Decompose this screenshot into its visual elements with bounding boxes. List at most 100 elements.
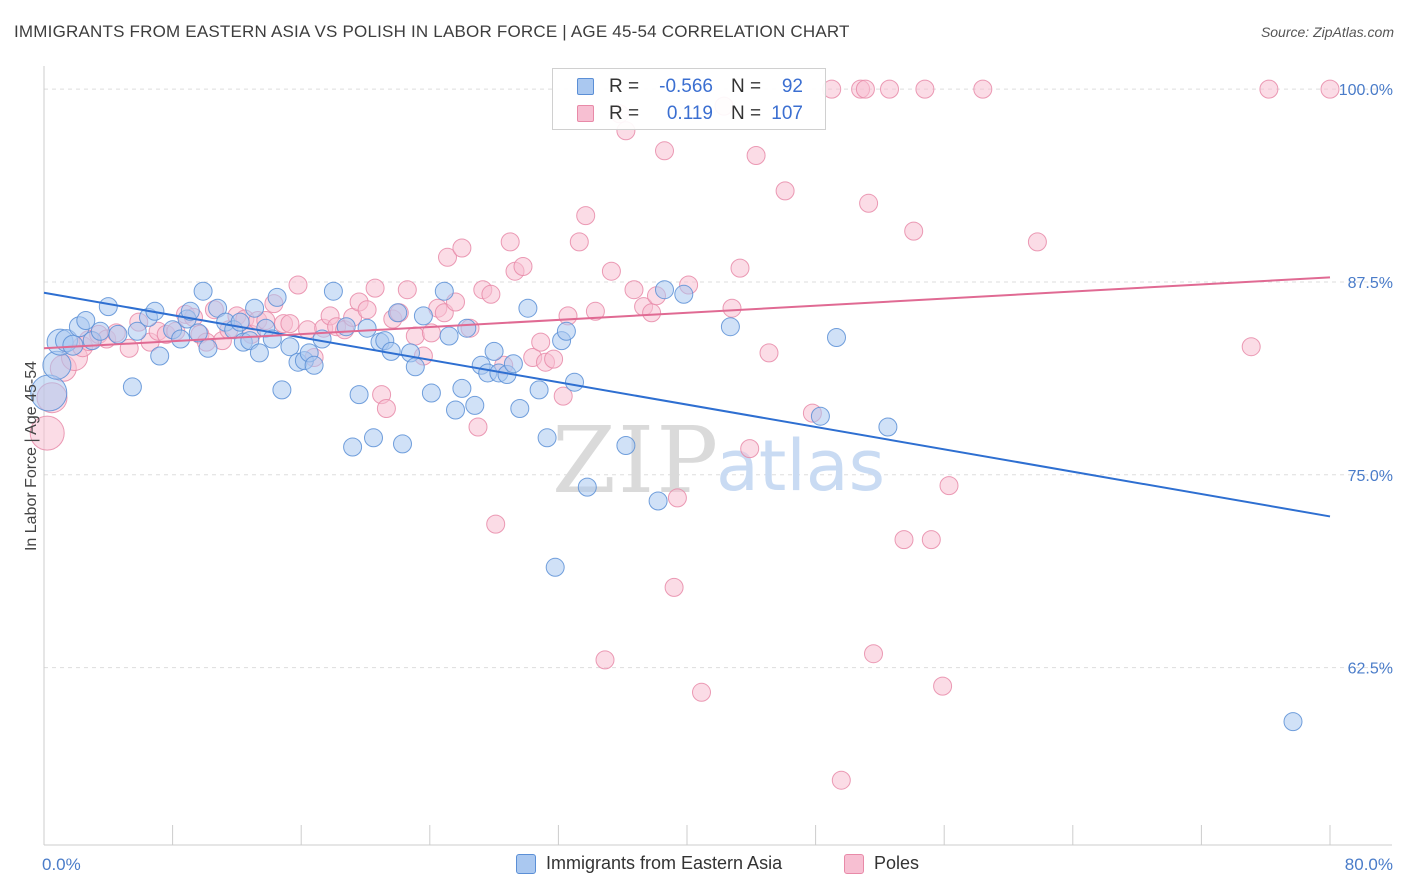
poles-point	[855, 79, 875, 99]
poles-point	[288, 275, 308, 295]
legend-n-label: N =	[731, 103, 762, 124]
eastern-asia-point	[545, 557, 565, 577]
poles-trend-line	[43, 276, 1331, 350]
legend-label-eastern-asia: Immigrants from Eastern Asia	[546, 853, 783, 873]
poles-point	[601, 261, 621, 281]
legend-row-eastern-asia: R = -0.566 N = 92	[553, 74, 825, 100]
eastern-asia-point	[565, 372, 584, 392]
eastern-asia-point	[249, 343, 269, 363]
eastern-asia-point	[127, 321, 147, 341]
y-tick-label: 100.0%	[1339, 82, 1393, 99]
poles-point	[576, 206, 596, 226]
poles-point	[664, 577, 684, 597]
poles-point	[921, 530, 941, 550]
eastern-asia-point	[180, 301, 200, 321]
poles-point	[692, 682, 711, 702]
eastern-asia-point	[90, 321, 110, 341]
x-tick-label: 80.0%	[1345, 855, 1393, 874]
poles-point	[722, 298, 742, 318]
eastern-asia-point	[720, 317, 740, 337]
eastern-asia-point	[1283, 712, 1303, 732]
eastern-asia-point	[108, 324, 128, 344]
poles-point	[667, 488, 687, 508]
poles-point	[880, 79, 899, 99]
poles-point	[864, 644, 883, 664]
eastern-asia-point	[556, 321, 576, 341]
eastern-asia-point	[122, 377, 142, 397]
eastern-asia-point	[457, 318, 477, 338]
poles-point	[357, 300, 377, 320]
eastern-asia-point	[280, 337, 300, 357]
poles-point	[569, 232, 589, 252]
poles-point	[1320, 79, 1340, 99]
x-axis-ticks	[43, 825, 1331, 845]
eastern-asia-point	[674, 284, 694, 304]
poles-point	[544, 349, 564, 369]
poles-point	[486, 514, 506, 534]
eastern-asia-point	[484, 341, 504, 361]
eastern-asia-point	[655, 280, 674, 300]
legend-swatch-blue	[577, 78, 594, 95]
eastern-asia-point	[393, 434, 412, 454]
eastern-asia-point	[405, 357, 425, 377]
poles-point	[376, 399, 396, 418]
poles-point	[397, 280, 417, 300]
eastern-asia-point	[878, 417, 898, 437]
eastern-asia-point	[42, 350, 72, 380]
series-legend: Immigrants from Eastern Asia Poles	[0, 852, 1406, 878]
eastern-asia-point	[452, 378, 472, 398]
legend-n-label: N =	[731, 76, 762, 97]
poles-point	[859, 193, 879, 213]
poles-point	[939, 476, 959, 496]
eastern-asia-point	[510, 399, 530, 418]
poles-point	[730, 258, 750, 278]
y-tick-label: 75.0%	[1348, 468, 1393, 485]
poles-point	[915, 79, 935, 99]
watermark: ZIP atlas	[552, 407, 885, 514]
eastern-asia-point	[193, 281, 213, 301]
poles-point	[405, 326, 425, 346]
eastern-asia-point	[171, 329, 191, 349]
eastern-asia-point	[336, 317, 356, 337]
eastern-asia-point	[343, 437, 363, 457]
chart-title: IMMIGRANTS FROM EASTERN ASIA VS POLISH I…	[14, 22, 850, 41]
eastern-asia-point	[529, 380, 549, 400]
eastern-asia-point	[503, 354, 523, 374]
poles-point	[452, 238, 472, 258]
eastern-asia-point	[421, 383, 441, 403]
poles-point	[280, 314, 300, 334]
eastern-asia-point	[267, 287, 287, 307]
poles-point	[759, 343, 779, 363]
poles-point	[1259, 79, 1279, 99]
legend-swatch-pink	[844, 854, 864, 874]
poles-point	[894, 530, 914, 550]
eastern-asia-point	[827, 328, 846, 347]
grid-lines	[44, 88, 1392, 669]
legend-swatch-blue	[516, 854, 536, 874]
eastern-asia-point	[388, 303, 408, 323]
poles-point	[365, 278, 385, 298]
legend-r-value: 0.119	[666, 103, 713, 124]
poles-point	[933, 676, 953, 696]
eastern-asia-point	[357, 318, 377, 338]
legend-n-value: 92	[781, 76, 803, 97]
eastern-asia-point	[810, 406, 830, 426]
trend-lines	[43, 276, 1331, 518]
axis-lines	[43, 66, 1392, 846]
eastern-asia-point	[537, 428, 557, 448]
eastern-asia-point	[616, 436, 636, 455]
poles-point	[655, 141, 674, 161]
legend-swatch-pink	[577, 105, 594, 122]
legend-r-label: R =	[609, 76, 640, 97]
watermark-atlas: atlas	[716, 425, 885, 507]
poles-point	[740, 439, 760, 459]
eastern-asia-point	[446, 400, 465, 420]
poles-point	[553, 386, 573, 406]
eastern-asia-point	[76, 311, 96, 330]
eastern-asia-point	[518, 298, 538, 318]
eastern-asia-point	[188, 323, 208, 343]
legend-r-value: -0.566	[659, 76, 713, 97]
series-eastern-asia-points	[30, 280, 1303, 732]
eastern-asia-point	[198, 338, 218, 358]
